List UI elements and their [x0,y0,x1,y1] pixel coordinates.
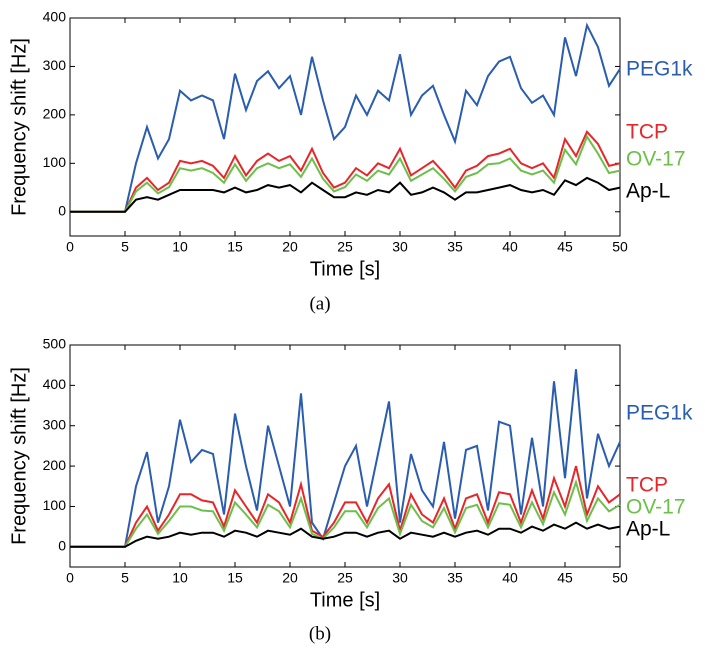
y-tick-label: 300 [43,416,67,432]
y-axis-label: Frequency shift [Hz] [8,367,30,545]
x-tick-label: 10 [172,570,188,586]
series-label: TCP [626,121,668,144]
x-axis-label: Time [s] [310,589,380,611]
y-axis-label: Frequency shift [Hz] [8,38,30,216]
x-tick-label: 30 [392,570,408,586]
x-tick-label: 5 [121,570,129,586]
x-tick-label: 40 [502,239,518,255]
x-tick-label: 5 [121,239,129,255]
x-tick-label: 25 [337,570,353,586]
data-line [70,369,621,548]
data-line [70,176,621,213]
x-tick-label: 0 [66,239,74,255]
caption: (b) [309,623,331,644]
x-tick-label: 30 [392,239,408,255]
x-tick-label: 45 [557,239,573,255]
series-label: PEG1k [626,58,693,81]
x-tick-label: 40 [502,570,518,586]
series-label: Ap-L [626,518,670,541]
y-tick-label: 100 [43,497,67,513]
x-tick-label: 20 [282,570,298,586]
x-tick-label: 50 [612,239,628,255]
x-tick-label: 15 [227,570,243,586]
y-tick-label: 0 [58,202,66,218]
series-label: PEG1k [626,402,693,425]
x-tick-label: 50 [612,570,628,586]
y-tick-label: 0 [58,538,66,554]
data-line [70,129,621,213]
y-tick-label: 200 [43,106,67,122]
x-tick-label: 45 [557,570,573,586]
x-tick-label: 35 [447,570,463,586]
x-tick-label: 0 [66,570,74,586]
x-tick-label: 20 [282,239,298,255]
y-tick-label: 100 [43,154,67,170]
y-tick-label: 400 [43,376,67,392]
x-tick-label: 35 [447,239,463,255]
x-axis-label: Time [s] [310,258,380,280]
series-label: Ap-L [626,180,670,203]
y-tick-label: 500 [43,336,67,352]
y-tick-label: 200 [43,457,67,473]
y-tick-label: 400 [43,9,67,25]
series-label: OV-17 [626,148,686,171]
series-label: OV-17 [626,496,686,519]
x-tick-label: 25 [337,239,353,255]
y-tick-label: 300 [43,57,67,73]
series-label: TCP [626,474,668,497]
x-tick-label: 10 [172,239,188,255]
data-line [70,465,621,548]
x-tick-label: 15 [227,239,243,255]
data-line [70,22,621,213]
data-line [70,521,621,548]
data-line [70,134,621,213]
caption: (a) [309,293,330,314]
data-line [70,478,621,548]
